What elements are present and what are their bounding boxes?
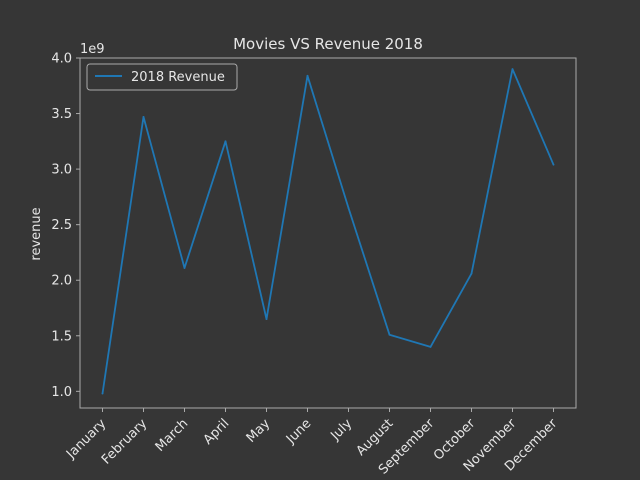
data-point [552,163,555,166]
data-point [183,267,186,269]
y-multiplier-label: 1e9 [80,42,105,57]
y-tick-label: 3.0 [51,163,72,178]
data-point [388,333,391,336]
data-point [429,346,432,348]
data-point [347,207,350,209]
data-point [142,116,145,118]
y-tick-label: 1.0 [51,385,72,400]
y-tick-label: 2.0 [51,274,72,289]
y-tick-label: 1.5 [51,329,72,344]
legend: 2018 Revenue [86,63,238,91]
plot-frame [79,57,577,409]
legend-label: 2018 Revenue [131,70,225,85]
data-point [224,140,227,143]
y-axis: 1.0 1.5 2.0 2.5 3.0 3.5 4.0 [51,52,80,400]
y-tick-label: 2.5 [51,218,72,233]
data-point [265,318,268,320]
series-line [101,68,555,394]
data-point [101,392,104,395]
data-point [470,272,473,275]
data-point [306,74,309,77]
series-group [101,68,555,395]
data-point [511,68,514,70]
y-axis-label: revenue [29,207,44,260]
y-tick-label: 4.0 [51,52,72,67]
legend-box [86,63,238,91]
chart-title: Movies VS Revenue 2018 [233,35,423,53]
y-tick-label: 3.5 [51,107,72,122]
